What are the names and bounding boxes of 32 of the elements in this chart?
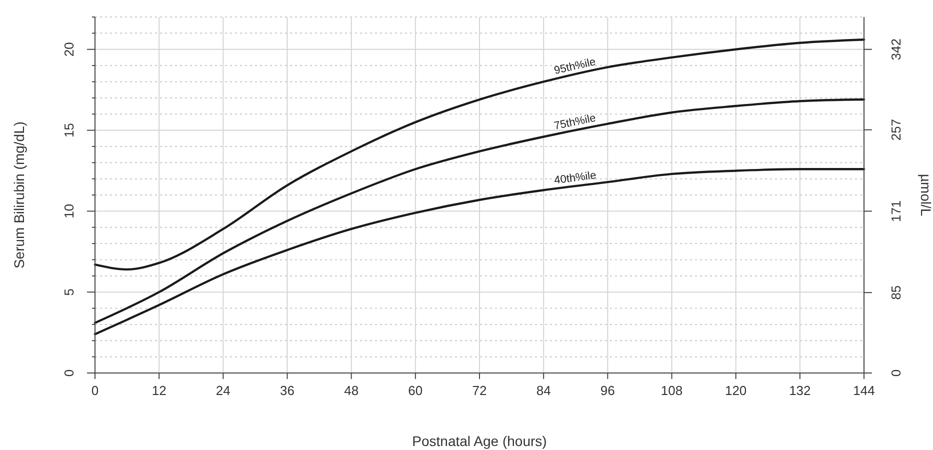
text: 75th%ile [553,112,597,132]
x-tick-label: 84 [536,383,551,398]
line-series [94,98,866,324]
x-tick-label: 60 [408,383,423,398]
y-axis-title: Serum Bilirubin (mg/dL) [11,121,27,269]
x-tick-label: 72 [472,383,487,398]
y-tick-label: 15 [62,123,77,138]
x-axis-title: Postnatal Age (hours) [412,433,547,449]
x-tick-label: 12 [152,383,166,398]
x-tick-label: 36 [280,383,294,398]
x-tick-label: 48 [344,383,359,398]
y-tick-label: 5 [62,288,77,296]
y-tick-label: 20 [62,42,77,57]
y-tick-label: 0 [62,369,77,377]
y2-tick-label: 0 [888,369,904,377]
y2-tick-label: 257 [888,118,904,141]
y2-axis-title: µmol/L [918,174,933,216]
x-tick-label: 108 [660,383,683,398]
x-tick-label: 144 [853,383,875,398]
x-tick-label: 24 [216,383,230,398]
y-tick-label: 10 [62,204,77,218]
x-tick-label: 132 [789,383,811,398]
text: 95th%ile [553,56,597,78]
y2-tick-label: 171 [888,200,904,222]
x-tick-label: 120 [724,383,747,398]
line-series [94,168,866,336]
x-tick-label: 0 [91,383,99,398]
y2-tick-label: 85 [888,285,904,300]
x-tick-label: 96 [600,383,615,398]
text: 40th%ile [554,170,597,187]
y2-tick-label: 342 [888,38,904,60]
line-series [94,38,866,271]
